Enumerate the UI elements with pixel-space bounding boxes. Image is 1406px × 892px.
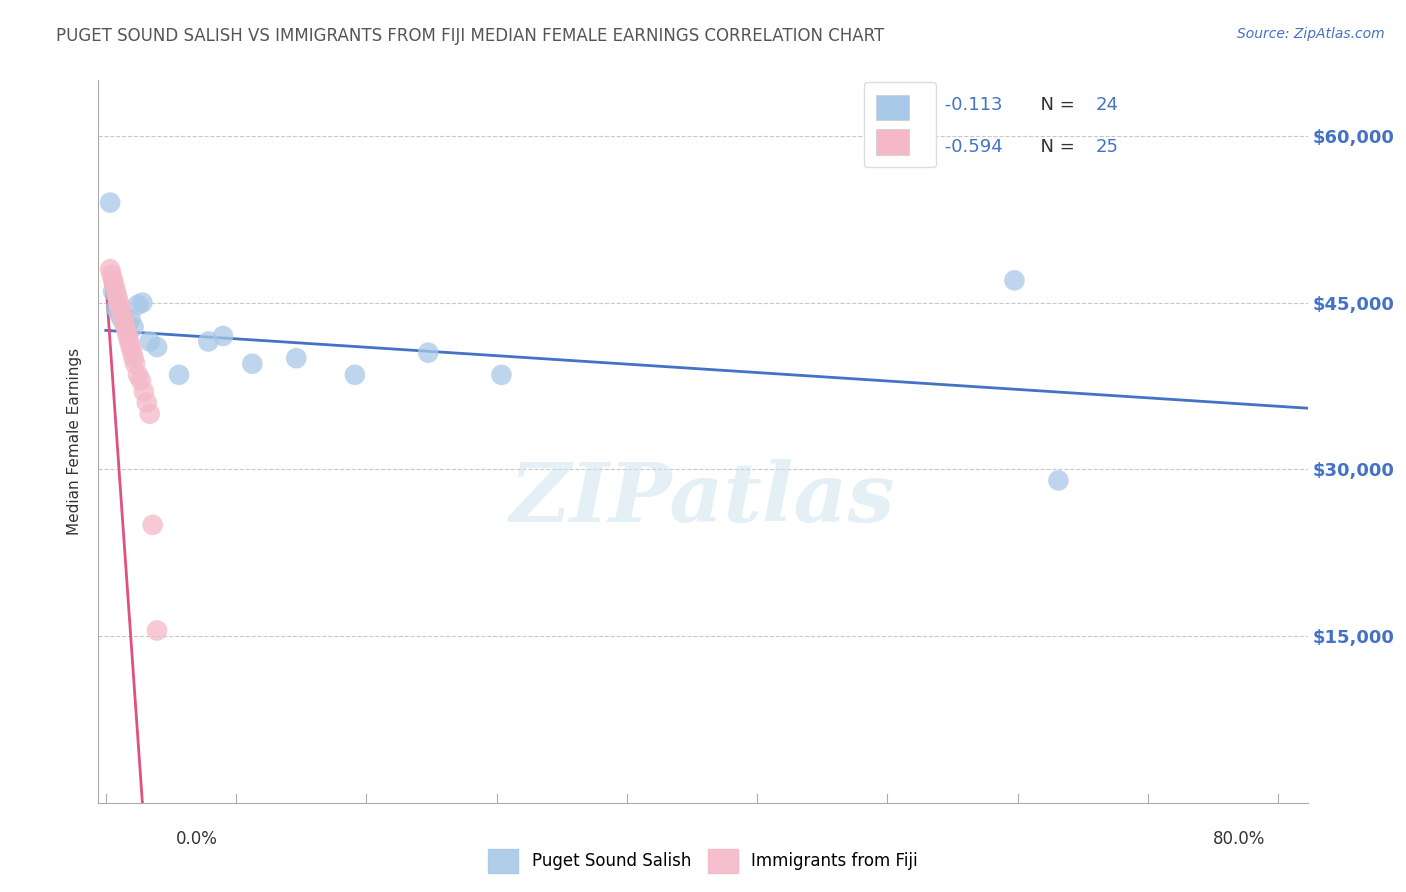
Point [108,295,131,310]
Point [112,312,135,326]
Legend: , : , [863,82,936,168]
Point [131,295,153,310]
Point [138,407,160,421]
Point [167,368,190,382]
Text: 25: 25 [1097,138,1119,156]
Point [121,345,143,359]
Point [240,357,263,371]
Point [146,624,169,638]
Point [122,320,145,334]
Point [100,268,122,282]
Text: Source: ZipAtlas.com: Source: ZipAtlas.com [1237,27,1385,41]
Text: -0.594: -0.594 [939,138,1002,156]
Point [111,312,134,326]
Text: 80.0%: 80.0% [1213,830,1265,847]
Point [115,323,138,337]
Point [117,329,139,343]
Point [105,301,128,315]
Point [114,316,136,330]
Text: PUGET SOUND SALISH VS IMMIGRANTS FROM FIJI MEDIAN FEMALE EARNINGS CORRELATION CH: PUGET SOUND SALISH VS IMMIGRANTS FROM FI… [56,27,884,45]
Point [129,373,152,387]
Point [132,384,155,399]
Point [118,334,141,349]
Text: R =: R = [872,138,911,156]
Point [122,351,145,366]
Point [108,307,131,321]
Text: N =: N = [1029,96,1081,114]
Point [212,329,235,343]
Point [98,262,121,277]
Point [120,340,142,354]
Point [491,368,513,382]
Point [285,351,308,366]
Point [1047,474,1070,488]
Point [101,273,124,287]
Point [418,345,440,359]
Point [101,285,124,299]
Point [114,318,136,332]
Point [105,285,128,299]
Text: ZIPatlas: ZIPatlas [510,459,896,540]
Point [197,334,219,349]
Text: 0.0%: 0.0% [176,830,218,847]
Point [142,517,165,532]
Point [98,195,121,210]
Text: 24: 24 [1097,96,1119,114]
Point [135,395,157,409]
Point [146,340,169,354]
Point [138,334,160,349]
Point [343,368,366,382]
Y-axis label: Median Female Earnings: Median Female Earnings [67,348,83,535]
Text: -0.113: -0.113 [939,96,1002,114]
Legend: Puget Sound Salish, Immigrants from Fiji: Puget Sound Salish, Immigrants from Fiji [482,842,924,880]
Point [110,301,132,315]
Point [117,318,139,332]
Point [1004,273,1026,287]
Text: N =: N = [1029,138,1081,156]
Point [103,279,125,293]
Point [120,312,142,326]
Point [111,307,134,321]
Point [107,290,129,304]
Point [124,357,146,371]
Point [127,298,149,312]
Point [127,368,149,382]
Text: R =: R = [872,96,911,114]
Point [112,309,135,323]
